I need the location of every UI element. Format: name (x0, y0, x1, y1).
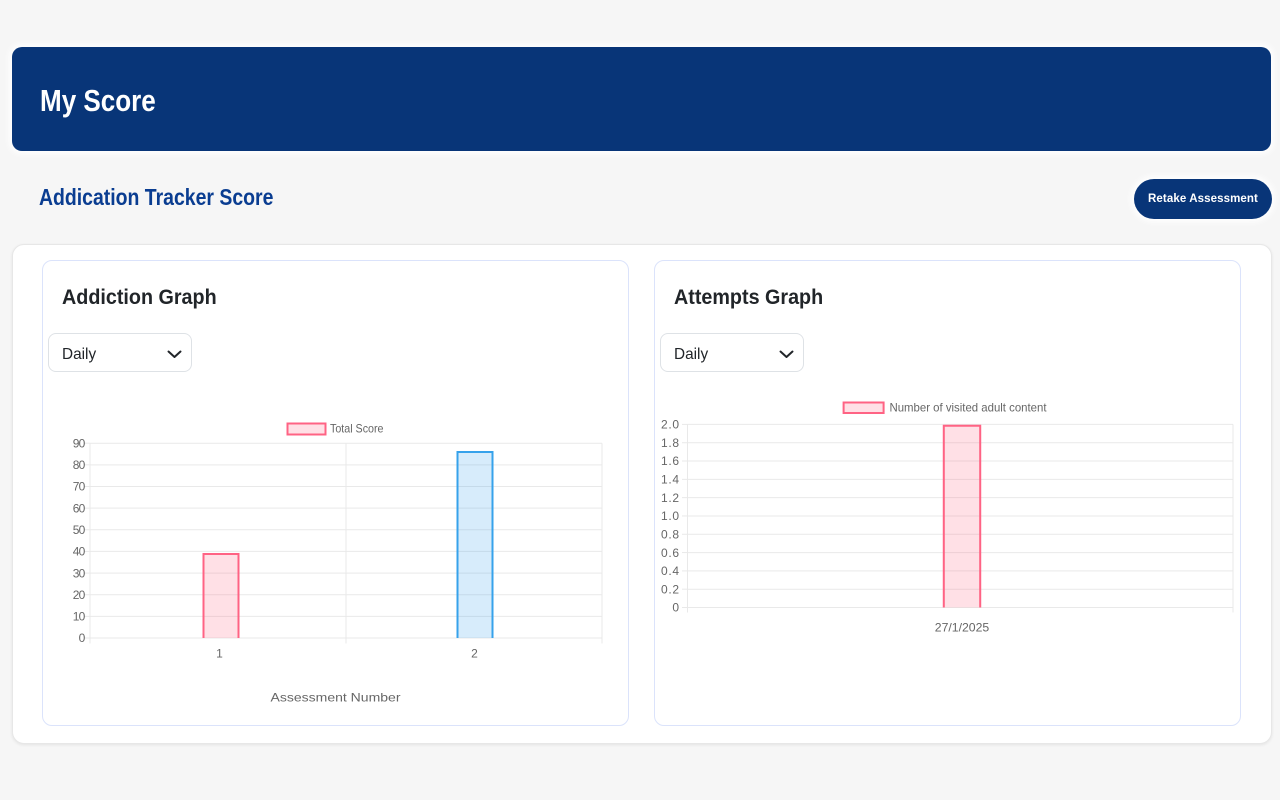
svg-text:70: 70 (73, 480, 86, 494)
svg-text:90: 90 (73, 436, 86, 450)
svg-text:Assessment Number: Assessment Number (271, 691, 401, 705)
svg-text:0: 0 (672, 601, 679, 615)
svg-text:1.6: 1.6 (661, 454, 679, 468)
svg-text:0.4: 0.4 (661, 564, 679, 578)
svg-text:1: 1 (216, 647, 223, 661)
svg-text:0: 0 (79, 631, 86, 645)
svg-text:1.2: 1.2 (661, 491, 679, 505)
svg-text:50: 50 (73, 523, 86, 537)
svg-text:27/1/2025: 27/1/2025 (935, 621, 990, 635)
svg-text:Number of visited adult conten: Number of visited adult content (890, 401, 1048, 415)
svg-text:10: 10 (73, 610, 86, 624)
svg-text:2: 2 (471, 647, 478, 661)
svg-text:0.2: 0.2 (661, 582, 679, 596)
svg-text:20: 20 (73, 588, 86, 602)
svg-text:0.8: 0.8 (661, 527, 679, 541)
svg-text:1.4: 1.4 (661, 473, 679, 487)
svg-text:30: 30 (73, 566, 86, 580)
svg-text:1.8: 1.8 (661, 436, 679, 450)
svg-text:0.6: 0.6 (661, 546, 679, 560)
svg-text:40: 40 (73, 545, 86, 559)
svg-text:1.0: 1.0 (661, 509, 679, 523)
svg-text:60: 60 (73, 501, 86, 515)
svg-text:Total Score: Total Score (330, 422, 384, 436)
svg-text:80: 80 (73, 458, 86, 472)
svg-text:2.0: 2.0 (661, 418, 679, 432)
